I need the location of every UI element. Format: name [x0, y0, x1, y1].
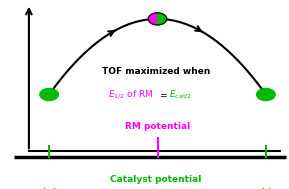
Wedge shape: [158, 13, 167, 25]
Circle shape: [257, 88, 275, 101]
Text: (+): (+): [41, 188, 57, 189]
Text: TOF maximized when: TOF maximized when: [102, 67, 210, 76]
Text: (-): (-): [260, 188, 272, 189]
Text: RM potential: RM potential: [125, 122, 190, 131]
Text: $=$: $=$: [158, 90, 168, 99]
Wedge shape: [148, 13, 158, 25]
Circle shape: [40, 88, 58, 101]
Text: $\mathit{E}_{1/2}$ of RM: $\mathit{E}_{1/2}$ of RM: [108, 88, 153, 101]
Text: Catalyst potential: Catalyst potential: [110, 175, 202, 184]
Text: $\mathit{E}_\mathrm{cat/2}$: $\mathit{E}_\mathrm{cat/2}$: [169, 88, 192, 101]
